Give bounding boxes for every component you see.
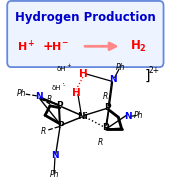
Text: H: H — [72, 88, 81, 98]
Text: Hydrogen Production: Hydrogen Production — [15, 11, 156, 23]
Text: +: + — [42, 40, 53, 53]
Text: ]: ] — [144, 69, 150, 83]
Text: $\mathbf{H^+}$: $\mathbf{H^+}$ — [17, 39, 35, 54]
Text: P: P — [104, 103, 111, 112]
Text: R: R — [47, 95, 52, 104]
Text: ·: · — [62, 83, 64, 89]
Text: 2+: 2+ — [148, 66, 159, 75]
Text: N: N — [110, 75, 117, 84]
Text: H: H — [79, 69, 87, 79]
Text: Ph: Ph — [134, 111, 144, 120]
Text: $\mathbf{H^-}$: $\mathbf{H^-}$ — [51, 40, 70, 52]
Text: N: N — [35, 92, 42, 101]
Text: N: N — [51, 151, 59, 160]
Text: Ni: Ni — [78, 112, 88, 121]
Text: δH: δH — [56, 66, 66, 72]
Text: N: N — [124, 112, 132, 121]
Text: Ph: Ph — [49, 170, 59, 179]
Text: R: R — [98, 138, 103, 147]
Text: δH: δH — [51, 85, 61, 91]
Text: Ph: Ph — [17, 89, 26, 98]
Text: Ph: Ph — [116, 63, 126, 72]
Text: +: + — [66, 63, 71, 68]
Text: R: R — [103, 92, 108, 101]
Text: P: P — [57, 121, 64, 130]
Text: ·: · — [62, 80, 64, 89]
Text: R: R — [41, 127, 46, 136]
FancyBboxPatch shape — [7, 1, 164, 67]
Text: P: P — [102, 123, 108, 132]
Text: P: P — [57, 101, 63, 110]
Text: $\mathbf{H_2}$: $\mathbf{H_2}$ — [130, 39, 147, 54]
